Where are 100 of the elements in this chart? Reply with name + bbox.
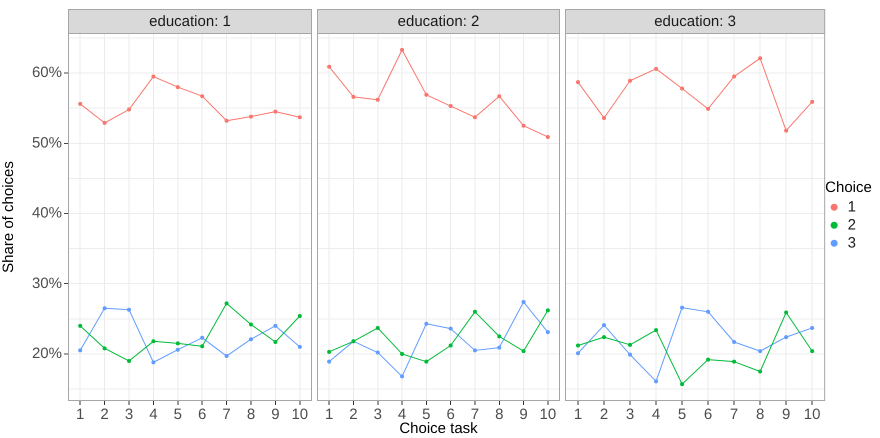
point — [176, 348, 180, 352]
y-tick-label: 30% — [32, 274, 62, 292]
point — [151, 74, 156, 79]
point — [546, 134, 550, 139]
x-tick-label: 5 — [174, 406, 182, 424]
x-tick-label: 9 — [271, 406, 280, 424]
y-tick-label: 40% — [32, 204, 62, 222]
y-tick-label: 50% — [32, 134, 62, 152]
point — [602, 323, 606, 328]
point — [351, 94, 356, 99]
point — [576, 344, 580, 348]
point — [249, 114, 253, 119]
point — [448, 104, 453, 108]
point — [176, 85, 180, 90]
point — [273, 324, 278, 328]
point — [273, 110, 278, 114]
point — [680, 382, 684, 386]
point — [732, 340, 736, 344]
x-tick-label: 9 — [519, 406, 528, 424]
point — [546, 308, 550, 312]
point — [78, 102, 82, 106]
point — [176, 341, 180, 346]
legend-label: 3 — [848, 234, 856, 252]
x-tick-label: 6 — [704, 406, 712, 424]
point — [224, 118, 229, 123]
point — [706, 106, 710, 111]
point — [102, 120, 107, 125]
x-tick-label: 4 — [149, 406, 158, 424]
point — [472, 310, 477, 314]
point — [497, 94, 502, 98]
x-tick-label: 4 — [652, 406, 660, 424]
point — [497, 346, 502, 350]
point — [376, 350, 380, 355]
chart-title: education: 1 — [149, 13, 231, 30]
point — [200, 336, 204, 340]
point — [298, 344, 302, 349]
point — [102, 346, 107, 350]
point — [249, 322, 253, 326]
point — [400, 374, 404, 378]
x-tick-label: 5 — [678, 406, 686, 424]
point — [602, 116, 606, 120]
x-tick-label: 10 — [291, 406, 308, 424]
point — [298, 314, 302, 318]
x-tick-label: 1 — [324, 406, 334, 424]
point — [472, 348, 477, 352]
point — [522, 349, 526, 354]
point — [376, 326, 380, 330]
point — [654, 328, 658, 332]
point — [376, 98, 380, 102]
point — [576, 80, 580, 84]
x-tick-label: 10 — [804, 406, 820, 424]
point — [200, 344, 204, 348]
point — [224, 354, 229, 358]
x-tick-label: 8 — [756, 406, 764, 424]
point — [151, 339, 156, 344]
point — [78, 324, 82, 328]
y-tick-label: 20% — [32, 345, 62, 362]
point — [327, 64, 332, 69]
point — [497, 334, 502, 338]
point — [706, 358, 710, 362]
point — [127, 308, 131, 312]
x-tick-label: 1 — [76, 406, 84, 424]
legend-label: 1 — [848, 198, 856, 216]
point — [654, 66, 658, 71]
point — [151, 360, 156, 364]
point — [758, 56, 762, 60]
point — [810, 100, 814, 104]
point — [472, 115, 477, 120]
point — [200, 94, 204, 98]
point — [224, 301, 229, 306]
point — [680, 306, 684, 310]
x-tick-label: 3 — [374, 406, 382, 424]
x-tick-label: 2 — [100, 406, 109, 424]
y-tick-label: 60% — [32, 64, 62, 82]
point — [680, 86, 684, 90]
point — [654, 379, 658, 384]
point — [448, 326, 453, 331]
x-tick-label: 1 — [574, 406, 582, 424]
point — [127, 108, 131, 112]
point — [784, 128, 788, 133]
point — [546, 330, 550, 334]
point — [298, 115, 302, 120]
point — [732, 360, 736, 364]
point — [758, 370, 762, 374]
x-tick-label: 7 — [730, 406, 738, 424]
legend-title: Choice — [825, 178, 872, 196]
point — [424, 322, 428, 326]
point — [810, 326, 814, 330]
point — [448, 344, 453, 348]
x-tick-label: 8 — [246, 406, 256, 424]
point — [424, 92, 428, 97]
point — [327, 350, 332, 354]
point — [784, 335, 788, 340]
chart-title: education: 2 — [398, 13, 480, 30]
legend-label: 2 — [848, 216, 856, 234]
point — [784, 310, 788, 315]
point — [732, 74, 736, 79]
x-tick-label: 8 — [495, 406, 504, 424]
point — [706, 310, 710, 314]
point — [628, 352, 632, 357]
